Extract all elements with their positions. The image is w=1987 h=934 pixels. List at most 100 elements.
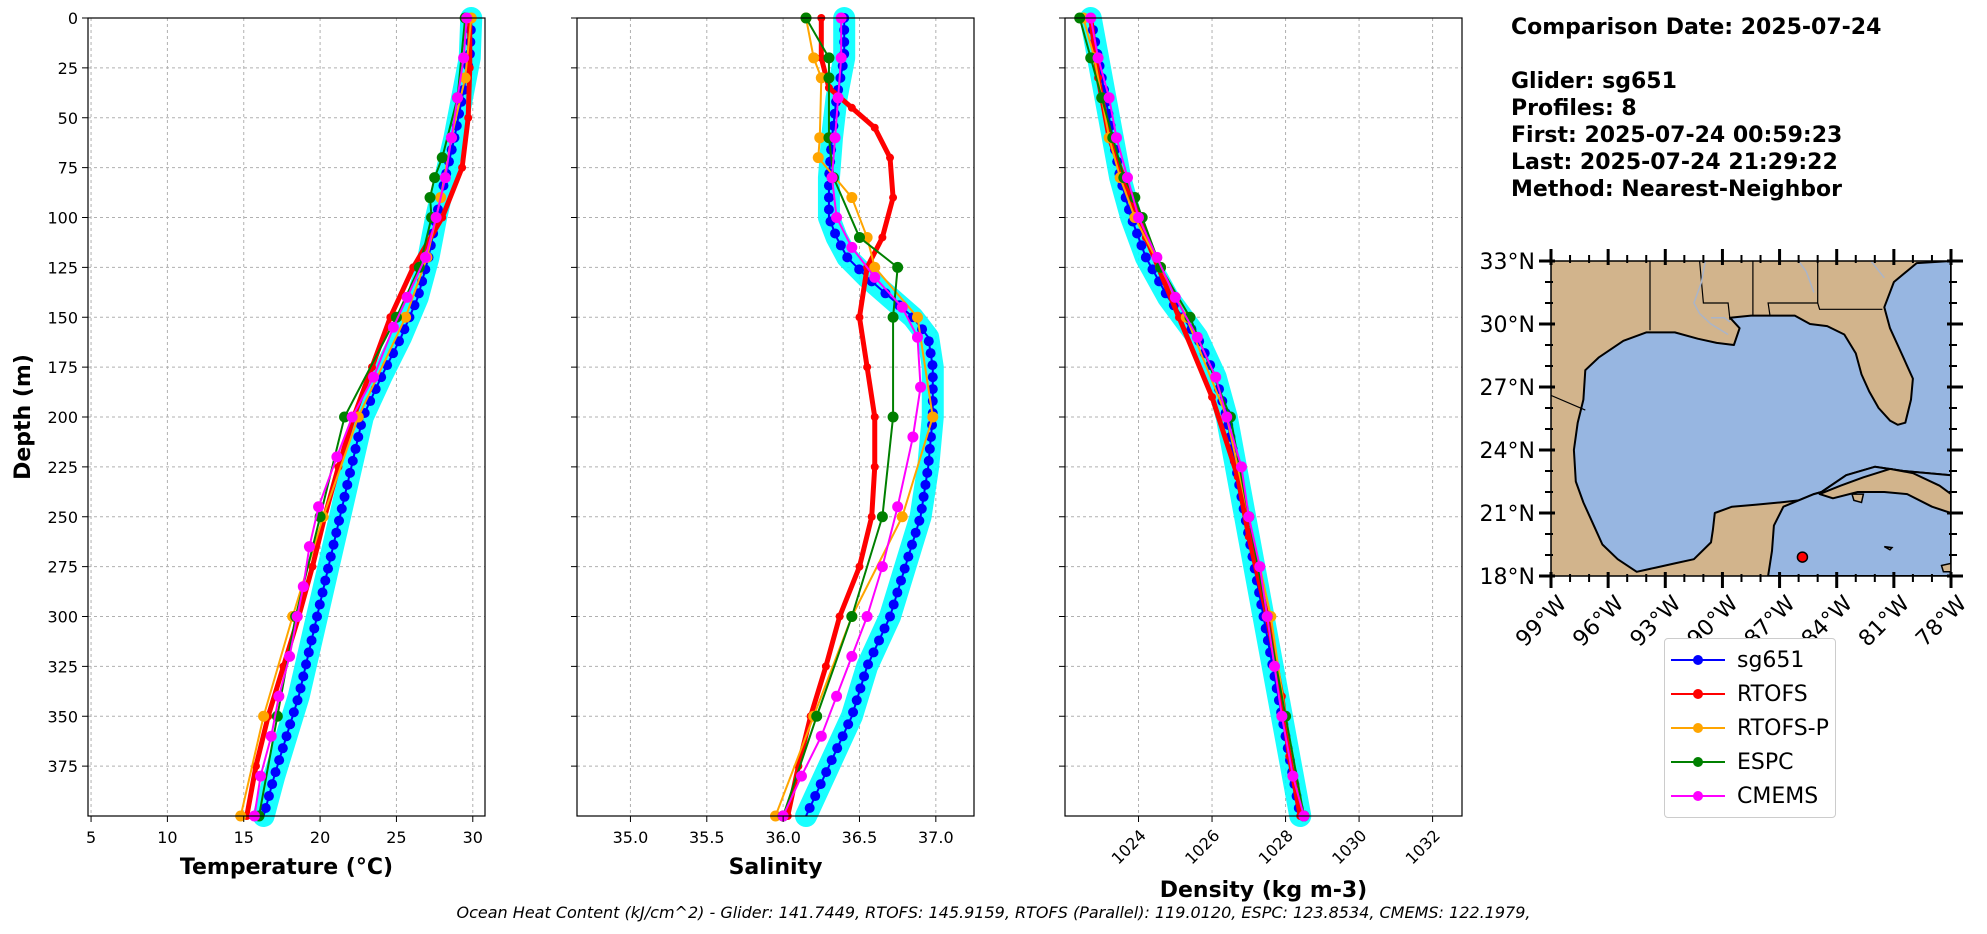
data-point: [317, 587, 328, 598]
data-point: [924, 443, 935, 454]
legend-label: RTOFS-P: [1737, 715, 1829, 741]
data-point: [1169, 291, 1181, 303]
data-point: [331, 451, 343, 463]
data-point: [915, 381, 927, 393]
data-point: [896, 301, 908, 313]
legend-item-rtofs-p: RTOFS-P: [1665, 711, 1835, 745]
data-point: [301, 659, 312, 670]
data-point: [896, 511, 908, 523]
data-point: [267, 779, 278, 790]
data-point: [345, 467, 356, 478]
lat-label: 27°N: [1480, 376, 1535, 401]
x-tick-label: 37.0: [918, 828, 954, 847]
data-point: [339, 411, 351, 423]
data-point: [1261, 611, 1273, 622]
density-panel: 1024 1026 1028 1030 1032 Density (kg m-3): [1059, 7, 1463, 903]
data-point: [270, 767, 281, 778]
data-point: [353, 431, 364, 442]
data-point: [854, 264, 865, 275]
data-point: [255, 770, 267, 782]
data-point: [291, 611, 303, 622]
data-point: [847, 103, 856, 112]
data-point: [867, 512, 876, 521]
data-point: [1243, 511, 1255, 523]
data-point: [400, 311, 412, 323]
data-point: [436, 152, 448, 164]
x-tick-label: 25: [386, 828, 406, 847]
data-point: [1244, 532, 1253, 541]
data-point: [835, 612, 844, 621]
data-point: [868, 647, 879, 658]
y-tick-label: 325: [47, 657, 78, 676]
data-point: [339, 491, 350, 502]
data-point: [808, 52, 820, 64]
data-point: [878, 233, 887, 242]
data-point: [831, 212, 843, 223]
data-point: [815, 730, 827, 742]
legend: sg651 RTOFS RTOFS-P ESPC CMEMS: [1664, 638, 1836, 818]
lat-label: 24°N: [1480, 439, 1535, 464]
data-point: [870, 462, 879, 471]
data-point: [821, 767, 832, 778]
data-point: [870, 123, 879, 132]
data-point: [1269, 660, 1281, 672]
data-point: [899, 563, 910, 574]
data-point: [320, 575, 331, 586]
data-point: [429, 172, 441, 184]
data-point: [260, 803, 271, 814]
x-tick-label: 20: [310, 828, 330, 847]
data-point: [889, 193, 898, 202]
x-tick-label: 15: [234, 828, 254, 847]
data-point: [830, 228, 841, 239]
cayman-islands: [1883, 545, 1894, 551]
legend-swatch-rtofs: [1671, 687, 1725, 701]
data-point: [313, 501, 325, 513]
lon-label: 81°W: [1854, 591, 1915, 652]
data-point: [907, 431, 919, 443]
sg651-spread-band: [1079, 7, 1312, 827]
data-point: [870, 413, 879, 421]
y-tick-label: 100: [47, 209, 78, 228]
data-point: [927, 360, 938, 371]
data-point: [916, 503, 927, 514]
gulf-of-mexico: [1572, 261, 1951, 573]
series-cmems: [777, 12, 927, 822]
data-point: [855, 683, 866, 694]
data-point: [328, 539, 339, 550]
data-point: [265, 730, 277, 742]
jamaica: [1940, 562, 1951, 573]
data-point: [1092, 52, 1104, 64]
y-tick-label: 300: [47, 608, 78, 627]
data-point: [430, 212, 442, 223]
temperature-panel: 5 10 15 20 25 3002550751001251501752002252502…: [11, 7, 486, 880]
x-tick-label: 1026: [1181, 826, 1223, 868]
series-cmems: [248, 12, 473, 822]
data-point: [896, 575, 907, 586]
data-point: [394, 336, 405, 347]
data-point: [350, 443, 361, 454]
data-point: [927, 411, 939, 423]
y-tick-label: 200: [47, 408, 78, 427]
data-point: [1221, 411, 1233, 423]
data-point: [458, 52, 470, 64]
legend-item-cmems: CMEMS: [1665, 779, 1835, 813]
x-tick-label: 5: [86, 828, 96, 847]
data-point: [368, 371, 380, 383]
data-point: [846, 611, 858, 622]
data-point: [1121, 172, 1133, 184]
data-point: [459, 72, 471, 84]
data-point: [346, 411, 358, 423]
data-point: [258, 710, 270, 722]
data-point: [1235, 461, 1247, 473]
data-point: [263, 791, 274, 802]
data-point: [1191, 331, 1203, 343]
data-point: [843, 719, 854, 730]
x-tick-label: 1028: [1255, 826, 1297, 868]
data-point: [907, 539, 918, 550]
data-point: [281, 731, 292, 742]
data-point: [892, 501, 904, 513]
y-axis-label: Depth (m): [11, 354, 36, 480]
legend-item-espc: ESPC: [1665, 745, 1835, 779]
data-point: [869, 271, 881, 283]
data-point: [331, 527, 342, 538]
